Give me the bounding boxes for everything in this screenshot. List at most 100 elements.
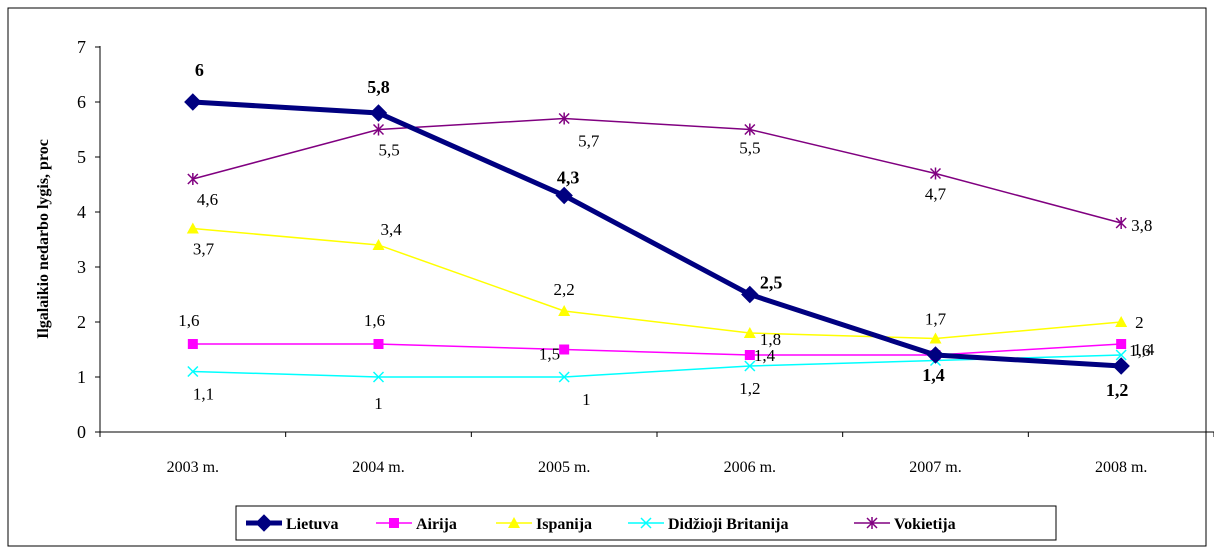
- data-label: 5,5: [739, 139, 760, 158]
- data-point: [640, 517, 652, 529]
- data-point: [555, 186, 573, 205]
- legend-label: Lietuva: [286, 516, 338, 533]
- data-label: 1: [374, 394, 383, 413]
- data-point: [558, 371, 570, 383]
- data-point: [1115, 217, 1127, 229]
- data-label: 5,7: [578, 132, 600, 151]
- y-tick-label: 1: [77, 367, 86, 387]
- data-point: [929, 332, 942, 344]
- data-label: 1,6: [364, 311, 385, 330]
- data-label: 1,4: [754, 346, 776, 365]
- series-line: [192, 354, 1122, 378]
- data-point: [372, 371, 385, 383]
- data-point: [926, 346, 945, 364]
- legend-label: Ispanija: [536, 516, 592, 533]
- series-line: [192, 343, 1122, 356]
- data-point: [508, 517, 520, 528]
- legend-label: Didžioji Britanija: [668, 516, 788, 533]
- y-tick-label: 2: [77, 312, 86, 332]
- data-point: [187, 339, 198, 349]
- x-tick-label: 2008 m.: [1095, 459, 1147, 476]
- data-point: [744, 350, 755, 360]
- data-point: [187, 173, 199, 185]
- data-point: [389, 518, 399, 528]
- data-label: 1,4: [922, 365, 945, 385]
- y-tick-label: 4: [77, 202, 86, 222]
- series-line: [192, 227, 1122, 340]
- data-label: 4,7: [925, 185, 947, 204]
- x-tick-label: 2007 m.: [909, 459, 961, 476]
- legend-item: Lietuva: [246, 514, 338, 533]
- data-label: 1,6: [178, 311, 199, 330]
- data-point: [559, 344, 570, 355]
- data-point: [372, 123, 385, 136]
- x-tick-label: 2005 m.: [538, 459, 590, 476]
- data-point: [743, 327, 756, 338]
- data-label: 1,6: [1129, 341, 1150, 360]
- legend-label: Vokietija: [894, 516, 956, 533]
- data-label: 1,2: [1106, 380, 1129, 400]
- data-point: [1116, 339, 1127, 349]
- legend-item: Airija: [376, 516, 457, 533]
- y-tick-label: 7: [77, 37, 86, 57]
- data-label: 4,3: [557, 168, 580, 188]
- data-label: 2,2: [554, 280, 575, 299]
- data-point: [744, 123, 756, 136]
- series-didžioji-britanija: 1,1 1 1 1,2 1,4: [187, 340, 1155, 413]
- data-label: 2,5: [760, 273, 783, 293]
- data-point: [372, 239, 385, 250]
- data-point: [255, 514, 273, 532]
- data-label: 1,4: [1133, 340, 1155, 359]
- x-tick-label: 2004 m.: [352, 459, 404, 476]
- data-label: 2: [1135, 313, 1144, 332]
- legend: Lietuva Airija Ispanija Didžioji Britanija V…: [235, 505, 1057, 541]
- data-label: 6: [195, 60, 204, 80]
- data-point: [184, 93, 202, 111]
- data-point: [1115, 349, 1127, 361]
- legend-item: Vokietija: [854, 516, 956, 533]
- y-ticks: 0 1 2 3 4 5 6 7: [77, 37, 100, 442]
- series-layer: 1,1 1 11,21,41,6 1,61,5 1,4 1,63,73,42,21,81,…: [178, 60, 1155, 413]
- data-label: 1,1: [193, 385, 214, 404]
- data-label: 1: [582, 390, 591, 409]
- y-tick-label: 6: [77, 92, 86, 112]
- series-line: [192, 117, 1122, 224]
- series-airija: 1,6 1,6 1,5 1,4 1,6: [178, 311, 1150, 365]
- data-point: [744, 360, 756, 372]
- data-label: 1,8: [760, 330, 781, 349]
- data-point: [1112, 357, 1130, 375]
- legend-item: Ispanija: [496, 516, 592, 533]
- series-ispanija: 3,7 3,4 2,2 1,8 1,7 2: [186, 220, 1144, 349]
- data-label: 3,8: [1131, 216, 1152, 235]
- data-label: 1,5: [539, 345, 560, 364]
- legend-item: Didžioji Britanija: [628, 516, 788, 533]
- data-label: 5,5: [379, 141, 400, 160]
- data-point: [369, 104, 388, 122]
- y-axis-title: Ilgalaikio nedarbo lygis, proc: [35, 139, 52, 339]
- data-label: 5,8: [367, 77, 390, 97]
- data-point: [373, 339, 384, 349]
- data-point: [186, 222, 199, 234]
- y-tick-label: 0: [77, 422, 86, 442]
- data-label: 3,4: [381, 220, 403, 239]
- data-point: [558, 112, 570, 125]
- data-point: [558, 305, 571, 316]
- data-label: 1,2: [739, 379, 760, 398]
- series-vokietija: 4,6 5,5 5,7 5,5 4,7 3,8: [187, 112, 1152, 235]
- data-point: [1115, 316, 1128, 327]
- data-label: 4,6: [197, 190, 218, 209]
- data-point: [866, 517, 878, 529]
- data-label: 3,7: [193, 240, 215, 259]
- x-ticks: 2003 m. 2004 m. 2005 m. 2006 m. 2007 m. 2008 …: [99, 432, 1214, 476]
- y-tick-label: 5: [77, 147, 86, 167]
- data-point: [741, 285, 759, 304]
- data-point: [187, 365, 199, 378]
- x-tick-label: 2003 m.: [167, 459, 219, 476]
- series-line: [192, 99, 1122, 369]
- y-tick-label: 3: [77, 257, 86, 277]
- chart-area-border: [7, 7, 1207, 547]
- data-point: [929, 167, 942, 180]
- x-tick-label: 2006 m.: [724, 459, 776, 476]
